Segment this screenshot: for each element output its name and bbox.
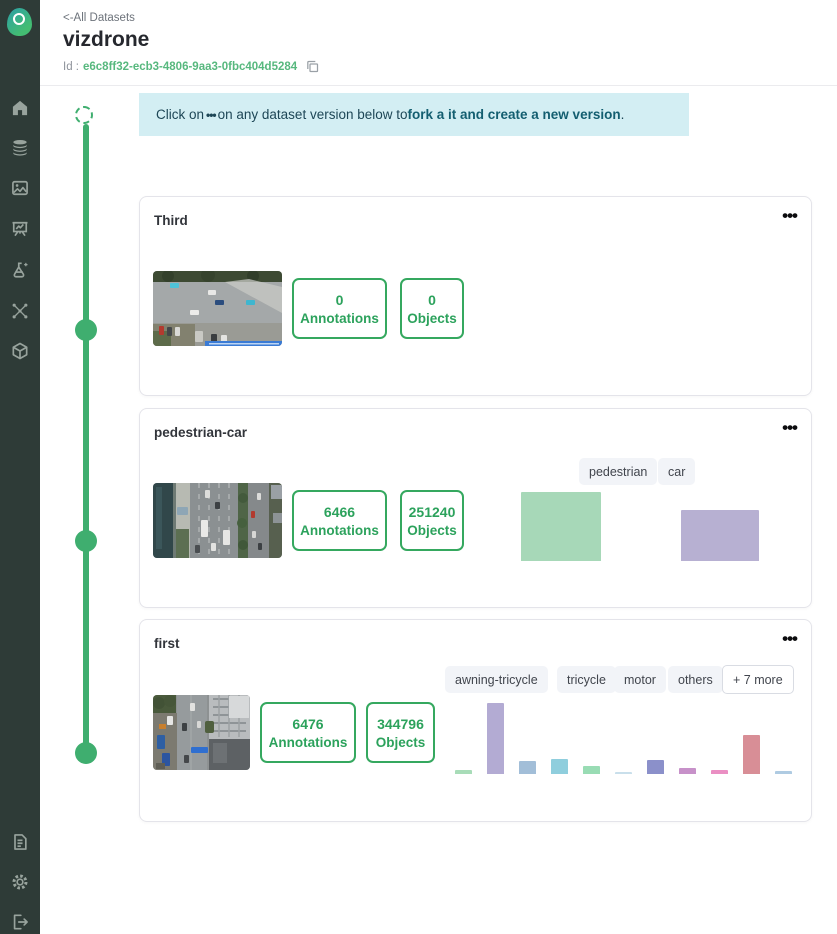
dataset-version-card-third: Third ••• 0 Annotations — [139, 196, 812, 396]
app-logo[interactable] — [7, 8, 32, 36]
fork-hint-banner: Click on ••• on any dataset version belo… — [139, 93, 689, 136]
timeline-line — [83, 124, 89, 753]
objects-label: Objects — [407, 310, 457, 326]
version-title: first — [154, 636, 180, 651]
chart-bar — [519, 761, 536, 774]
objects-stat-box: 251240 Objects — [400, 490, 464, 551]
timeline-dot — [75, 742, 97, 764]
timeline-dot — [75, 319, 97, 341]
legend-chip-tricycle[interactable]: tricycle — [557, 666, 616, 693]
annotations-stat-box: 6476 Annotations — [260, 702, 356, 763]
legend-chip-awning-tricycle[interactable]: awning-tricycle — [445, 666, 548, 693]
chart-bar — [551, 759, 568, 774]
connections-icon[interactable] — [10, 301, 30, 321]
logout-icon[interactable] — [10, 912, 30, 932]
timeline-start-circle — [75, 106, 93, 124]
dataset-id-row: Id : e6c8ff32-ecb3-4806-9aa3-0fbc404d528… — [63, 59, 320, 74]
annotations-count: 0 — [335, 291, 344, 308]
sidebar — [0, 0, 40, 934]
annotations-count: 6466 — [323, 503, 356, 520]
home-icon[interactable] — [10, 98, 30, 118]
legend-chip-pedestrian[interactable]: pedestrian — [579, 458, 658, 485]
objects-stat-box: 344796 Objects — [366, 702, 435, 763]
page-title: vizdrone — [63, 28, 150, 51]
objects-count: 0 — [428, 291, 436, 308]
chart-bar — [615, 772, 632, 774]
id-label: Id : — [63, 60, 79, 73]
objects-count: 344796 — [377, 715, 424, 732]
chart-bar-car — [681, 510, 759, 561]
chart-bar — [455, 770, 472, 774]
chart-bar — [647, 760, 664, 774]
logo-ring — [13, 13, 25, 25]
objects-stat-box: 0 Objects — [400, 278, 464, 339]
dataset-id-value: e6c8ff32-ecb3-4806-9aa3-0fbc404d5284 — [82, 60, 298, 73]
legend-more-button[interactable]: + 7 more — [722, 665, 794, 694]
class-distribution-chart — [451, 703, 796, 774]
page-header: <-All Datasets vizdrone Id : e6c8ff32-ec… — [40, 0, 837, 86]
chart-bar — [743, 735, 760, 774]
annotations-label: Annotations — [300, 522, 379, 538]
datasets-icon[interactable] — [10, 138, 30, 158]
chart-bar-pedestrian — [521, 492, 601, 561]
objects-label: Objects — [407, 522, 457, 538]
version-menu-button[interactable]: ••• — [782, 206, 798, 225]
chart-bar — [487, 703, 504, 774]
version-menu-button[interactable]: ••• — [782, 629, 798, 648]
timeline-dot — [75, 530, 97, 552]
annotations-stat-box: 0 Annotations — [292, 278, 387, 339]
annotations-label: Annotations — [268, 734, 348, 750]
annotations-stat-box: 6466 Annotations — [292, 490, 387, 551]
class-distribution-chart — [521, 492, 761, 561]
back-to-datasets-link[interactable]: <-All Datasets — [63, 12, 135, 24]
settings-gear-icon[interactable] — [10, 872, 30, 892]
objects-count: 251240 — [408, 503, 456, 520]
dataset-version-card-first: first ••• 6476 — [139, 619, 812, 822]
version-title: Third — [154, 213, 188, 228]
dataset-version-card-pedestrian-car: pedestrian-car ••• — [139, 408, 812, 608]
banner-text: on any dataset version below to — [217, 107, 408, 122]
legend-chip-car[interactable]: car — [658, 458, 696, 485]
copy-id-icon[interactable] — [305, 59, 320, 74]
objects-label: Objects — [375, 734, 426, 750]
annotations-count: 6476 — [292, 715, 324, 732]
chart-bar — [711, 770, 728, 774]
packages-icon[interactable] — [10, 341, 30, 361]
chart-bar — [583, 766, 600, 774]
version-thumbnail — [153, 483, 282, 558]
experiments-icon[interactable] — [10, 260, 30, 280]
version-thumbnail — [153, 271, 282, 346]
reports-icon[interactable] — [10, 219, 30, 239]
ellipsis-menu-icon: ••• — [206, 107, 217, 122]
document-icon[interactable] — [10, 832, 30, 852]
banner-text: Click on — [156, 107, 205, 122]
legend-chip-motor[interactable]: motor — [614, 666, 666, 693]
chart-bar — [679, 768, 696, 774]
annotations-label: Annotations — [300, 310, 379, 326]
legend-chip-others[interactable]: others — [668, 666, 723, 693]
version-menu-button[interactable]: ••• — [782, 418, 798, 437]
images-icon[interactable] — [10, 178, 30, 198]
banner-text: . — [620, 107, 625, 122]
version-thumbnail — [153, 695, 250, 770]
banner-bold-text: fork a it and create a new version — [407, 107, 621, 122]
version-title: pedestrian-car — [154, 425, 248, 440]
chart-bar — [775, 771, 792, 774]
